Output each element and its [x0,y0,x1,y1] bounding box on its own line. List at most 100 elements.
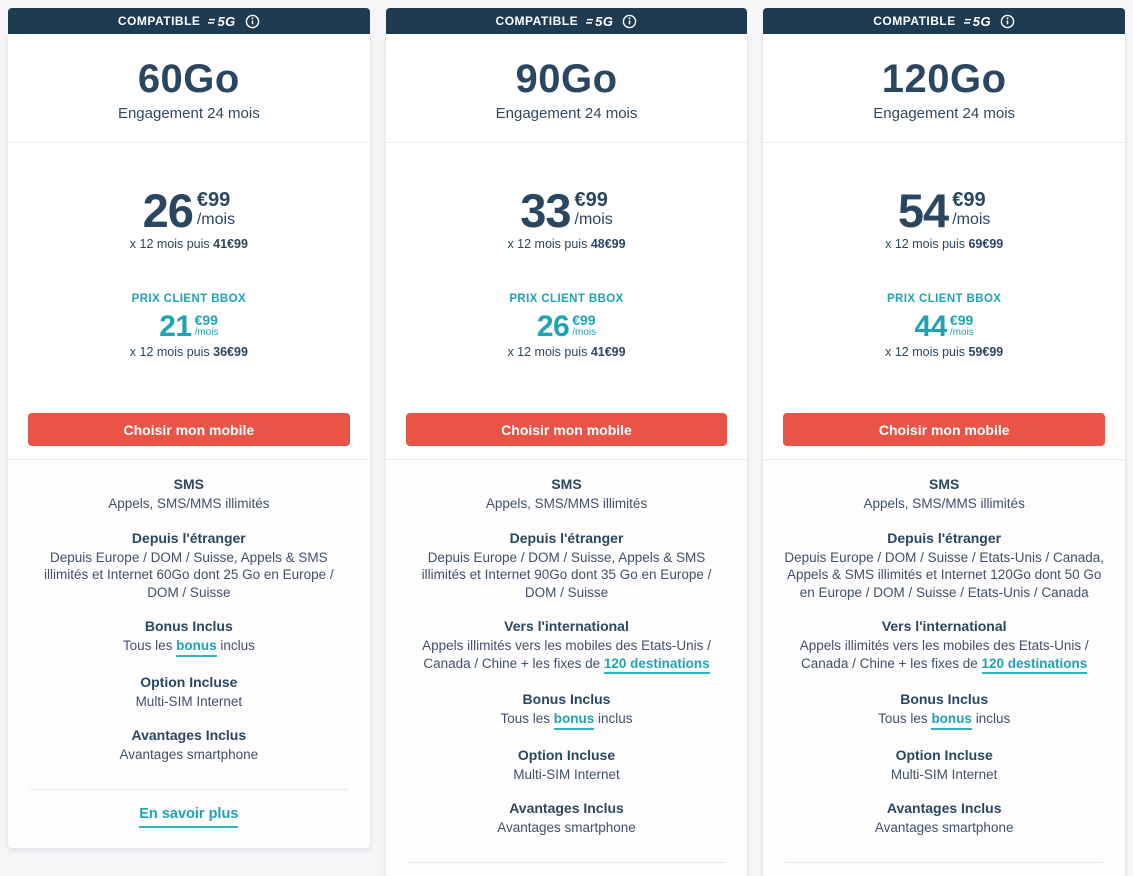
compatible-label: COMPATIBLE [495,14,579,28]
price-section: 33 €99 /mois x 12 mois puis 48€99 PRIX C… [386,143,748,459]
plan-title: 120Go [881,57,1007,101]
bbox-renewal-price: 36€99 [213,345,248,359]
features-divider [785,861,1104,863]
bbox-price-units: 44 [914,310,948,343]
feature-item: Avantages Inclus Avantages smartphone [783,800,1105,837]
compatible-5g-banner: COMPATIBLE 5G [763,8,1126,34]
feature-title: Avantages Inclus [131,727,247,744]
feature-text: Multi-SIM Internet [135,693,243,709]
feature-desc: Avantages smartphone [783,819,1105,837]
feature-desc: Depuis Europe / DOM / Suisse, Appels & S… [406,549,728,602]
feature-item: Bonus Inclus Tous les bonus inclus [406,691,728,730]
main-price-units: 54 [897,184,949,237]
card-body: 60Go Engagement 24 mois 26 €99 /mois x 1… [8,34,370,848]
feature-desc: Appels, SMS/MMS illimités [406,495,728,513]
bbox-price-side: €99 /mois [950,312,974,339]
title-section: 60Go Engagement 24 mois [8,34,370,143]
feature-inline-link[interactable]: bonus [931,711,972,730]
main-price-side: €99 /mois [952,187,990,229]
bbox-price-cents: €99 [949,312,974,328]
feature-text: Avantages smartphone [497,820,636,836]
choose-mobile-button[interactable]: Choisir mon mobile [405,413,728,446]
main-price: 33 €99 /mois [520,187,613,234]
main-price-cents: €99 [574,189,608,211]
compatible-label: COMPATIBLE [873,14,956,28]
card-body: 120Go Engagement 24 mois 54 €99 /mois x … [763,34,1126,876]
choose-mobile-button[interactable]: Choisir mon mobile [28,413,350,446]
plan-card: COMPATIBLE 5G 60Go Engagement 24 mois [8,8,370,848]
feature-desc: Avantages smartphone [28,746,350,764]
feature-item: Avantages Inclus Avantages smartphone [406,800,728,837]
feature-desc: Multi-SIM Internet [783,766,1105,784]
feature-title: Depuis l'étranger [887,529,1002,546]
bbox-price-side: €99 /mois [572,312,596,339]
choose-mobile-button[interactable]: Choisir mon mobile [783,413,1106,446]
info-icon[interactable] [245,14,260,29]
main-price-cents: €99 [196,189,231,211]
feature-title: Depuis l'étranger [131,529,246,546]
renewal-prefix: x 12 mois puis [885,345,969,359]
feature-text: inclus [216,638,255,654]
engagement-label: Engagement 24 mois [873,105,1016,122]
main-renewal-price: 69€99 [968,237,1004,251]
bbox-price-block: PRIX CLIENT BBOX 44 €99 /mois x 12 mois … [763,293,1125,359]
feature-text: inclus [971,711,1011,727]
feature-inline-link[interactable]: 120 destinations [603,656,710,675]
feature-title: Bonus Inclus [522,691,611,708]
title-section: 90Go Engagement 24 mois [385,34,748,143]
feature-title: Avantages Inclus [886,800,1002,817]
feature-title: Avantages Inclus [509,800,624,817]
feature-desc: Depuis Europe / DOM / Suisse, Appels & S… [28,549,350,602]
feature-inline-link[interactable]: bonus [176,638,217,657]
feature-inline-link[interactable]: 120 destinations [981,656,1088,675]
bbox-price: 44 €99 /mois [915,312,974,342]
bbox-price-per-month: /mois [194,327,219,338]
bbox-renewal-price: 59€99 [968,345,1004,359]
feature-desc: Appels illimités vers les mobiles des Et… [406,637,728,675]
main-renewal-line: x 12 mois puis 48€99 [386,237,748,251]
plan-title: 90Go [515,57,618,101]
bbox-label: PRIX CLIENT BBOX [509,293,624,305]
feature-item: SMS Appels, SMS/MMS illimités [406,476,728,513]
feature-desc: Tous les bonus inclus [783,710,1105,730]
main-price-side: €99 /mois [575,187,613,229]
features-list: SMS Appels, SMS/MMS illimités Depuis l'é… [406,476,728,837]
bbox-renewal-line: x 12 mois puis 36€99 [8,345,370,359]
feature-text: Tous les [878,711,932,727]
feature-desc: Appels, SMS/MMS illimités [28,495,350,513]
feature-desc: Appels, SMS/MMS illimités [783,495,1105,513]
features-divider [407,861,726,863]
feature-item: Bonus Inclus Tous les bonus inclus [783,691,1105,730]
5g-label: 5G [217,13,236,29]
info-icon[interactable] [622,14,637,29]
feature-text: Depuis Europe / DOM / Suisse, Appels & S… [421,549,712,600]
feature-title: Vers l'international [881,618,1007,635]
feature-item: SMS Appels, SMS/MMS illimités [783,476,1105,513]
main-price-side: €99 /mois [197,187,235,229]
feature-text: Depuis Europe / DOM / Suisse / Etats-Uni… [784,549,1104,600]
main-renewal-price: 48€99 [590,237,626,251]
5g-logo-icon: 5G [963,14,991,29]
bbox-price-cents: €99 [194,312,218,328]
bbox-price-units: 21 [159,310,192,343]
feature-item: Option Incluse Multi-SIM Internet [28,674,350,711]
feature-text: Appels, SMS/MMS illimités [863,496,1025,511]
features-section: SMS Appels, SMS/MMS illimités Depuis l'é… [8,459,370,848]
feature-title: Option Incluse [895,746,993,763]
feature-item: Vers l'international Appels illimités ve… [406,618,728,675]
feature-desc: Depuis Europe / DOM / Suisse / Etats-Uni… [783,549,1105,602]
bbox-renewal-line: x 12 mois puis 59€99 [763,345,1125,359]
renewal-prefix: x 12 mois puis [129,237,214,251]
compatible-label: COMPATIBLE [117,14,201,28]
feature-item: Depuis l'étranger Depuis Europe / DOM / … [28,530,350,602]
learn-more-link[interactable]: En savoir plus [139,806,239,828]
main-renewal-price: 41€99 [213,237,248,251]
bbox-renewal-price: 41€99 [590,345,626,359]
feature-text: Tous les [122,638,177,654]
feature-item: Option Incluse Multi-SIM Internet [406,747,728,784]
main-price: 26 €99 /mois [143,187,236,234]
renewal-prefix: x 12 mois puis [507,237,591,251]
feature-desc: Multi-SIM Internet [406,766,728,784]
info-icon[interactable] [1000,14,1015,29]
feature-inline-link[interactable]: bonus [553,711,595,730]
